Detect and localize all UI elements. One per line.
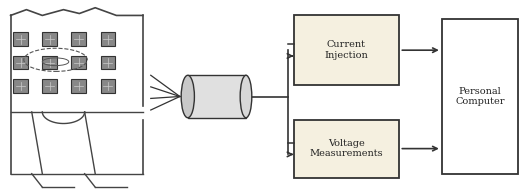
Bar	[13, 32, 28, 46]
Bar	[13, 56, 28, 69]
Bar	[101, 79, 115, 93]
Text: Current
Injection: Current Injection	[325, 41, 368, 60]
Bar	[442, 19, 518, 174]
Bar	[71, 32, 86, 46]
Bar	[71, 79, 86, 93]
Text: Voltage
Measurements: Voltage Measurements	[309, 139, 384, 158]
Ellipse shape	[240, 75, 252, 118]
Bar	[188, 75, 246, 118]
Bar	[101, 32, 115, 46]
Bar	[42, 32, 57, 46]
Bar	[71, 56, 86, 69]
Text: Personal
Computer: Personal Computer	[455, 87, 505, 106]
Bar	[13, 79, 28, 93]
Bar	[42, 79, 57, 93]
Bar	[294, 15, 399, 85]
Bar	[294, 120, 399, 178]
Bar	[42, 56, 57, 69]
Bar	[101, 56, 115, 69]
Ellipse shape	[181, 75, 195, 118]
